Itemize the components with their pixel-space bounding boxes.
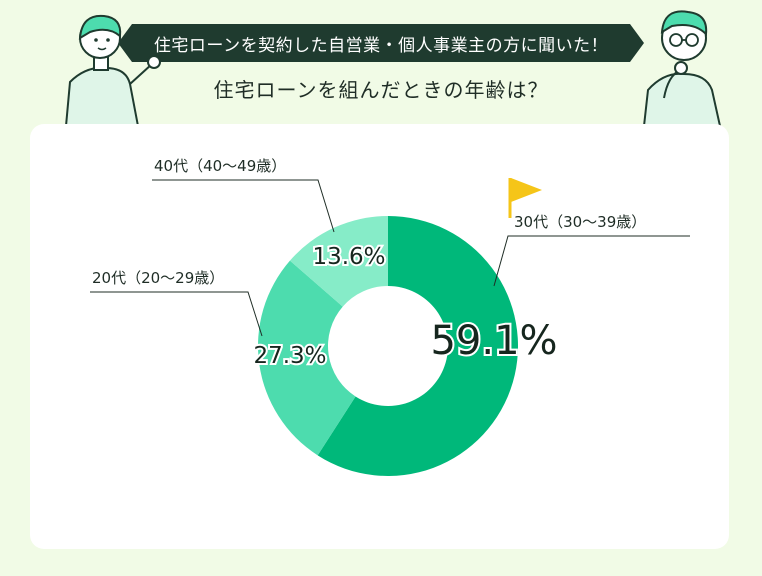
flag-icon [508,178,542,218]
survey-question: 住宅ローンを組んだときの年齢は？ [213,78,549,102]
slice-20s [258,260,356,456]
slice-40s [289,216,388,307]
woman-pointing-icon [64,14,161,126]
slice-30s [317,216,518,477]
legend-label-20s: 20代（20〜29歳） [92,269,224,287]
value-label-20s: 27.3% [253,343,326,369]
chart-card [30,124,729,549]
survey-banner: 住宅ローンを契約した自営業・個人事業主の方に聞いた！ [118,24,644,62]
leader-line-40s [152,179,335,233]
man-thinking-icon [642,10,722,126]
legend-label-30s: 30代（30〜39歳） [514,213,646,231]
legend-label-40s: 40代（40〜49歳） [154,157,286,175]
leader-line-30s [493,235,690,287]
value-label-40s: 13.6% [312,244,385,270]
leader-line-20s [90,291,263,337]
value-label-30s: 59.1% [430,318,557,364]
banner-text: 住宅ローンを契約した自営業・個人事業主の方に聞いた！ [153,35,609,56]
